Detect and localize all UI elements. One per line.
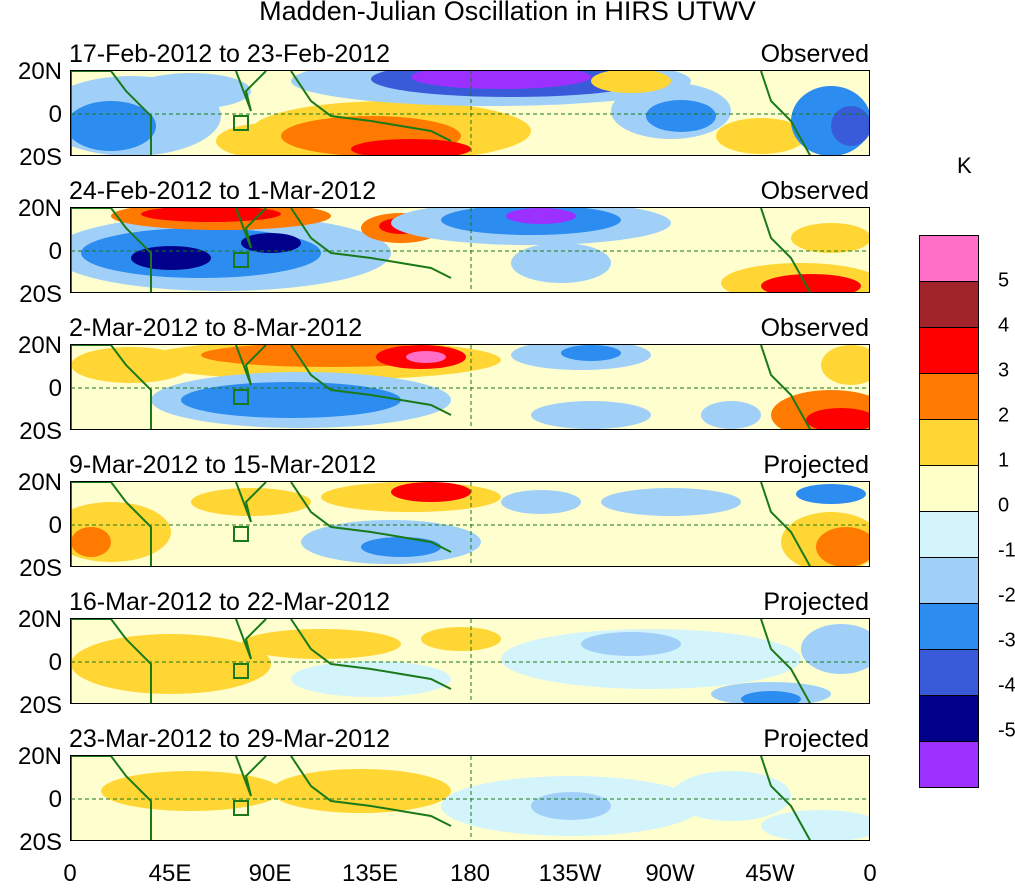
- panel-status: Observed: [760, 314, 869, 342]
- colorbar-label: 2: [998, 404, 1010, 427]
- lat-label-20s: 20S: [19, 418, 62, 445]
- panel-6: 23-Mar-2012 to 29-Mar-2012 Projected 20N…: [0, 725, 900, 855]
- panel-4: 9-Mar-2012 to 15-Mar-2012 Projected 20N …: [0, 451, 900, 581]
- panel-1: 17-Feb-2012 to 23-Feb-2012 Observed 20N …: [0, 40, 900, 170]
- colorbar-swatch: [919, 420, 979, 466]
- panel-status: Observed: [760, 177, 869, 205]
- anomaly-map: [71, 71, 869, 155]
- colorbar-label: 4: [998, 314, 1010, 337]
- colorbar-swatch: [919, 328, 979, 374]
- colorbar-swatch: [919, 558, 979, 604]
- lat-label-eq: 0: [48, 512, 62, 539]
- lat-label-20n: 20N: [17, 195, 62, 222]
- colorbar-swatch: [919, 512, 979, 558]
- colorbar-swatch: [919, 466, 979, 512]
- lon-tick: 45E: [148, 860, 192, 887]
- lat-label-eq: 0: [48, 238, 62, 265]
- colorbar-swatch: [919, 742, 979, 788]
- panel-status: Projected: [763, 725, 869, 753]
- anomaly-map: [71, 482, 869, 566]
- panel-date-range: 16-Mar-2012 to 22-Mar-2012: [69, 588, 390, 616]
- panel-status: Projected: [763, 588, 869, 616]
- lat-label-eq: 0: [48, 786, 62, 813]
- map-panel-6: [70, 755, 870, 841]
- colorbar-label: 3: [998, 359, 1010, 382]
- map-panel-5: [70, 618, 870, 704]
- panel-date-range: 2-Mar-2012 to 8-Mar-2012: [69, 314, 363, 342]
- lat-label-eq: 0: [48, 649, 62, 676]
- lat-label-eq: 0: [48, 375, 62, 402]
- panel-2: 24-Feb-2012 to 1-Mar-2012 Observed 20N 0…: [0, 177, 900, 307]
- longitude-axis: 0 45E 90E 135E 180 135W 90W 45W 0: [0, 858, 900, 888]
- lat-label-20s: 20S: [19, 829, 62, 856]
- colorbar-label: -1: [998, 539, 1015, 562]
- colorbar-label: -3: [998, 629, 1015, 652]
- lat-label-20s: 20S: [19, 555, 62, 582]
- colorbar-swatch: [919, 696, 979, 742]
- panel-date-range: 24-Feb-2012 to 1-Mar-2012: [69, 177, 377, 205]
- panel-date-range: 9-Mar-2012 to 15-Mar-2012: [69, 451, 377, 479]
- panel-5: 16-Mar-2012 to 22-Mar-2012 Projected 20N…: [0, 588, 900, 718]
- colorbar-swatch: [919, 650, 979, 696]
- lat-label-20n: 20N: [17, 606, 62, 633]
- lat-label-20n: 20N: [17, 332, 62, 359]
- map-panel-3: [70, 344, 870, 430]
- panel-date-range: 23-Mar-2012 to 29-Mar-2012: [69, 725, 390, 753]
- colorbar: 5 4 3 2 1 0 -1 -2 -3 -4 -5: [919, 235, 1015, 788]
- anomaly-map: [71, 756, 869, 840]
- lat-label-20n: 20N: [17, 58, 62, 85]
- colorbar-swatch: [919, 235, 979, 282]
- colorbar-label: -4: [998, 674, 1015, 697]
- anomaly-map: [71, 208, 869, 292]
- lon-tick: 135E: [341, 860, 399, 887]
- lon-tick: 0: [63, 860, 77, 887]
- lon-tick: 180: [449, 860, 491, 887]
- panel-status: Observed: [760, 40, 869, 68]
- panel-3: 2-Mar-2012 to 8-Mar-2012 Observed 20N 0 …: [0, 314, 900, 444]
- lon-tick: 90W: [645, 860, 695, 887]
- colorbar-swatch: [919, 604, 979, 650]
- panel-status: Projected: [763, 451, 869, 479]
- lat-label-20n: 20N: [17, 743, 62, 770]
- colorbar-unit: K: [957, 153, 972, 178]
- map-panel-2: [70, 207, 870, 293]
- lat-label-20s: 20S: [19, 144, 62, 171]
- lat-label-eq: 0: [48, 101, 62, 128]
- lat-label-20n: 20N: [17, 469, 62, 496]
- lon-tick: 0: [863, 860, 877, 887]
- colorbar-label: -5: [998, 719, 1015, 742]
- colorbar-swatch: [919, 374, 979, 420]
- lon-tick: 135W: [538, 860, 602, 887]
- lat-label-20s: 20S: [19, 692, 62, 719]
- lat-label-20s: 20S: [19, 281, 62, 308]
- colorbar-label: 5: [998, 269, 1010, 292]
- colorbar-label: 1: [998, 449, 1010, 472]
- map-panel-1: [70, 70, 870, 156]
- lon-tick: 45W: [745, 860, 795, 887]
- colorbar-label: 0: [998, 494, 1010, 517]
- panel-date-range: 17-Feb-2012 to 23-Feb-2012: [69, 40, 391, 68]
- lon-tick: 90E: [248, 860, 292, 887]
- map-panel-4: [70, 481, 870, 567]
- anomaly-map: [71, 619, 869, 703]
- chart-title: Madden-Julian Oscillation in HIRS UTWV: [259, 0, 756, 26]
- colorbar-label: -2: [998, 584, 1015, 607]
- colorbar-swatch: [919, 282, 979, 328]
- anomaly-map: [71, 345, 869, 429]
